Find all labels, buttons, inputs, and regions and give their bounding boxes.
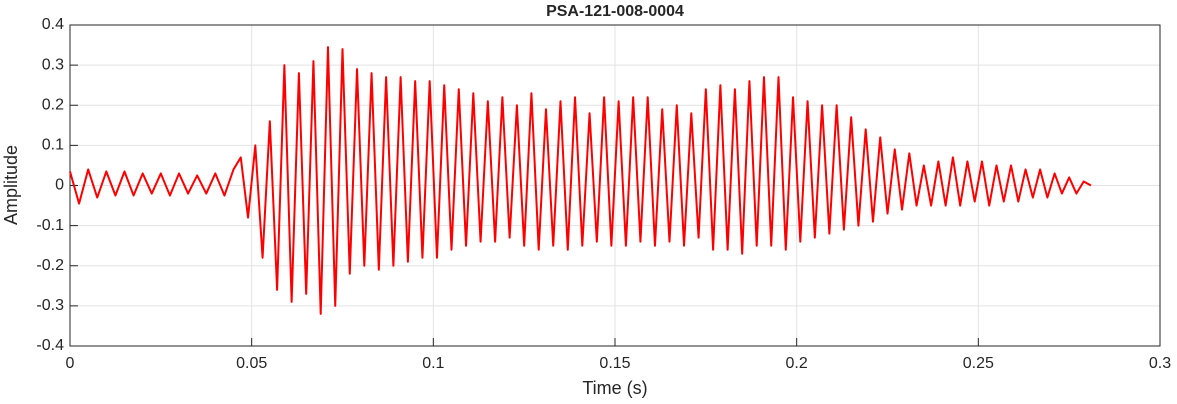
y-tick-label: 0.1 xyxy=(42,137,64,154)
y-tick-label: 0 xyxy=(55,177,64,194)
x-tick-label: 0.25 xyxy=(963,355,994,372)
y-tick-label: 0.3 xyxy=(42,56,64,73)
x-tick-label: 0.05 xyxy=(236,355,267,372)
y-tick-label: -0.2 xyxy=(36,257,64,274)
y-tick-label: -0.3 xyxy=(36,297,64,314)
plot-frame xyxy=(69,24,1161,347)
y-axis-label: Amplitude xyxy=(1,145,21,225)
y-tick-label: 0.4 xyxy=(42,16,64,33)
y-tick-label: -0.1 xyxy=(36,217,64,234)
y-tick-label: 0.2 xyxy=(42,96,64,113)
x-axis-label: Time (s) xyxy=(582,378,647,398)
x-tick-label: 0 xyxy=(66,355,75,372)
x-tick-label: 0.15 xyxy=(599,355,630,372)
y-tick-label: -0.4 xyxy=(36,337,64,354)
signal-line xyxy=(69,46,1092,315)
x-tick-label: 0.1 xyxy=(422,355,444,372)
x-tick-label: 0.2 xyxy=(786,355,808,372)
chart-title: PSA-121-008-0004 xyxy=(546,3,684,20)
x-tick-label: 0.3 xyxy=(1149,355,1171,372)
